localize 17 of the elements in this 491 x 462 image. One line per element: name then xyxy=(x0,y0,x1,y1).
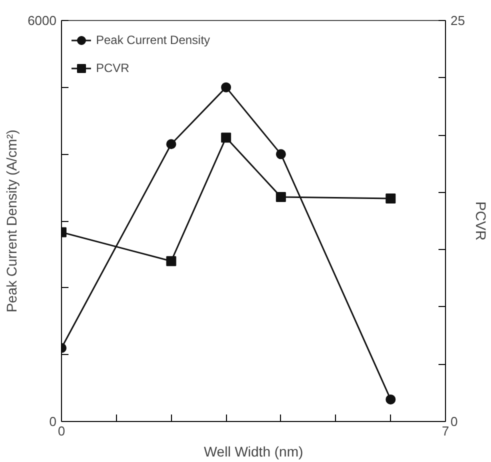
y2-tick-label: 0 xyxy=(450,414,458,429)
x-tick-label: 7 xyxy=(442,424,450,438)
point xyxy=(221,82,232,92)
point xyxy=(166,256,176,266)
point xyxy=(166,139,176,150)
point xyxy=(276,149,286,160)
y-tick-label: 6000 xyxy=(28,13,56,28)
point xyxy=(386,394,396,404)
point xyxy=(276,192,286,202)
y2-axis-title: PCVR xyxy=(472,202,489,240)
x-axis-title: Well Width (nm) xyxy=(204,444,304,460)
legend-label: Peak Current Density xyxy=(96,33,210,47)
y2-tick-label: 25 xyxy=(450,13,465,28)
legend-label: PCVR xyxy=(96,61,130,75)
y-axis-title: Peak Current Density (A/cm²) xyxy=(4,130,20,312)
point xyxy=(386,194,396,204)
point xyxy=(221,132,232,143)
